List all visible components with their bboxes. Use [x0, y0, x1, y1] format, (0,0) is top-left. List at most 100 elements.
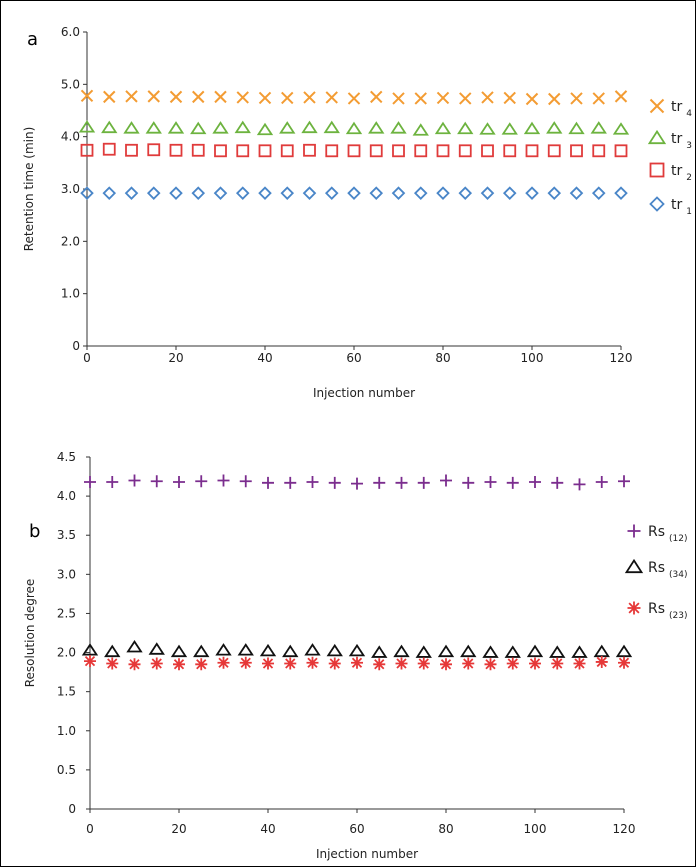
x-tick-label: 120 [613, 822, 636, 836]
legend-label: tr [671, 131, 682, 147]
data-point [284, 476, 297, 489]
data-point [390, 121, 407, 134]
data-point [369, 186, 384, 200]
series-rs-34 [81, 639, 633, 658]
legend-subscript: (34) [669, 570, 687, 580]
data-point [523, 121, 541, 135]
data-point [592, 92, 605, 105]
data-point [480, 186, 495, 200]
x-tick-label: 80 [435, 351, 450, 365]
y-tick-label: 4.0 [61, 130, 80, 144]
data-point [173, 476, 185, 489]
data-point [324, 186, 339, 200]
data-point [501, 122, 518, 135]
y-tick-label: 2.5 [57, 606, 76, 620]
data-point [281, 91, 294, 105]
y-tick-label: 0 [68, 802, 76, 816]
data-point [258, 186, 272, 200]
data-point [84, 476, 96, 489]
data-point [436, 91, 450, 105]
data-point [434, 121, 452, 135]
data-point [303, 91, 316, 104]
data-point [417, 476, 430, 489]
data-point [502, 186, 517, 200]
data-point [215, 643, 232, 656]
data-point [239, 656, 252, 669]
data-point [436, 186, 450, 200]
data-point [80, 186, 94, 200]
legend-item: tr 4 [649, 98, 692, 119]
data-point [506, 476, 519, 489]
data-point [191, 143, 205, 157]
data-point [169, 186, 183, 200]
data-point [304, 643, 321, 656]
series-tr-3 [78, 120, 630, 136]
legend-item: Rs (23) [627, 601, 688, 621]
data-point [612, 122, 630, 135]
data-point [351, 477, 363, 490]
data-point [328, 476, 341, 489]
data-point [413, 186, 428, 200]
data-point [548, 92, 561, 106]
data-point [147, 90, 160, 103]
data-point [193, 644, 210, 658]
data-point [351, 656, 363, 669]
data-point [325, 144, 339, 158]
x-tick-label: 100 [521, 351, 544, 365]
legend-marker [649, 162, 665, 178]
data-point [595, 655, 608, 668]
data-point [571, 645, 588, 658]
legend-subscript: 1 [686, 207, 692, 217]
data-point [614, 90, 628, 103]
data-point [169, 143, 183, 157]
y-tick-label: 5.0 [61, 77, 80, 91]
x-tick-label: 20 [171, 822, 186, 836]
data-point [395, 657, 408, 670]
data-point [145, 121, 162, 134]
legend-subscript: 2 [686, 173, 692, 183]
data-point [306, 476, 319, 489]
data-point [547, 144, 561, 158]
data-point [458, 144, 472, 158]
data-point [549, 645, 566, 658]
data-point [102, 186, 117, 200]
data-point [148, 642, 165, 655]
data-point [128, 474, 141, 487]
data-point [395, 476, 408, 489]
series-rs-23 [84, 655, 630, 671]
data-point [325, 91, 338, 104]
data-point [81, 643, 99, 656]
legend-label: Rs [648, 524, 665, 540]
data-point [393, 644, 410, 658]
data-point [262, 657, 274, 670]
series-tr-4 [80, 89, 628, 106]
x-axis-title: Injection number [313, 386, 415, 400]
data-point [259, 643, 277, 657]
legend-marker [624, 558, 644, 574]
data-point [440, 658, 452, 671]
data-point [370, 90, 383, 104]
data-point [150, 475, 163, 488]
y-tick-label: 2.0 [57, 646, 76, 660]
x-tick-label: 40 [260, 822, 275, 836]
legend-label: Rs [648, 601, 665, 617]
data-point [462, 476, 475, 489]
series-tr-1 [80, 186, 628, 200]
x-tick-label: 60 [349, 822, 364, 836]
data-point [595, 476, 608, 489]
legend-marker [649, 196, 665, 212]
data-point [458, 186, 473, 200]
data-point [614, 144, 628, 158]
data-point [103, 90, 116, 104]
y-tick-label: 3.0 [61, 182, 80, 196]
data-point [437, 644, 455, 658]
legend-item: Rs (12) [627, 524, 688, 544]
data-point [123, 121, 140, 134]
y-tick-label: 1.0 [61, 287, 80, 301]
chart-panel-a: a 0 1.0 2.0 3.0 4.0 5.0 6.0 0 20 40 60 80 100 120 Injec… [22, 25, 692, 400]
y-tick-label: 4.0 [57, 489, 76, 503]
y-tick-label: 4.5 [57, 450, 76, 464]
data-point [306, 656, 319, 669]
legend-subscript: (23) [669, 611, 687, 621]
legend-subscript: (12) [669, 534, 687, 544]
